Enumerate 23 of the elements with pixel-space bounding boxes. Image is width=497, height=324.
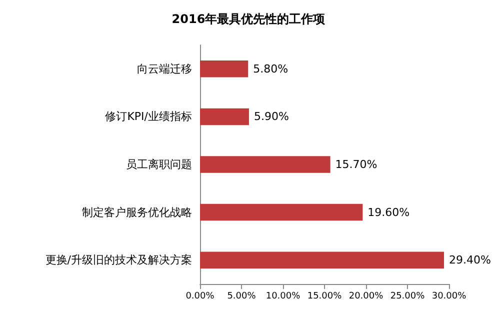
x-tick-label: 15.00%	[307, 292, 342, 302]
bar	[200, 108, 249, 126]
chart-title: 2016年最具优先性的工作项	[172, 12, 326, 26]
x-tick-label: 25.00%	[390, 292, 426, 302]
y-tick-label: 员工离职问题	[126, 158, 192, 171]
x-tick-label: 0.00%	[186, 292, 215, 302]
data-label: 29.40%	[449, 254, 491, 267]
bar	[200, 156, 330, 173]
data-label: 19.60%	[368, 206, 410, 219]
y-tick-label: 制定客户服务优化战略	[82, 206, 192, 219]
bar	[200, 204, 363, 221]
x-tick-label: 20.00%	[348, 292, 384, 302]
data-label: 5.90%	[254, 110, 289, 124]
data-label: 5.80%	[253, 62, 288, 76]
bar	[200, 60, 248, 78]
x-tick-label: 30.00%	[432, 292, 467, 302]
x-tick-label: 10.00%	[266, 292, 301, 302]
data-label: 15.70%	[335, 158, 378, 171]
bar	[200, 252, 444, 268]
y-tick-label: 修订KPI/业绩指标	[105, 110, 192, 124]
y-tick-label: 更换/升级旧的技术及解决方案	[45, 254, 192, 267]
y-tick-label: 向云端迁移	[137, 62, 192, 76]
x-tick-label: 5.00%	[227, 292, 256, 302]
